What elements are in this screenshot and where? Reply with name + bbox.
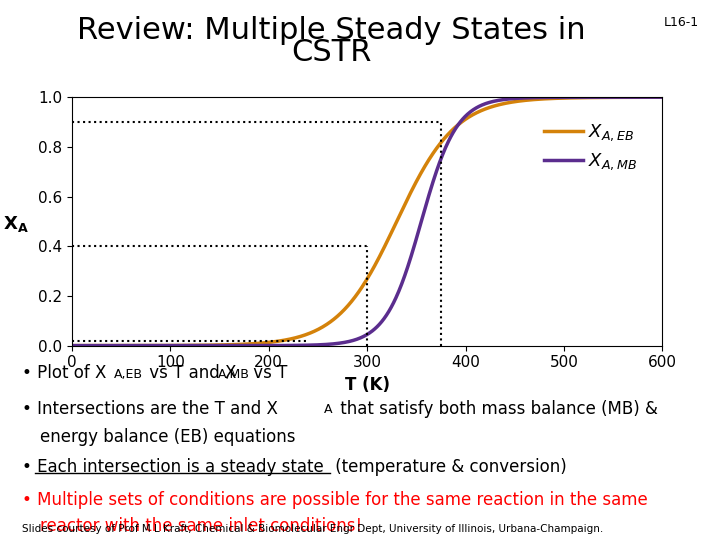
Text: A,EB: A,EB (114, 368, 143, 381)
Text: L16-1: L16-1 (663, 16, 698, 29)
Text: energy balance (EB) equations: energy balance (EB) equations (40, 428, 295, 445)
Text: $X_{A,MB}$: $X_{A,MB}$ (588, 152, 637, 172)
Text: A: A (324, 403, 333, 416)
Text: (temperature & conversion): (temperature & conversion) (330, 458, 567, 476)
Text: CSTR: CSTR (291, 38, 372, 67)
Text: $\mathbf{X_A}$: $\mathbf{X_A}$ (3, 214, 29, 234)
X-axis label: T (K): T (K) (345, 376, 390, 394)
Text: vs T and X: vs T and X (144, 364, 236, 382)
Text: reactor with the same inlet conditions!: reactor with the same inlet conditions! (40, 517, 361, 535)
Text: that satisfy both mass balance (MB) &: that satisfy both mass balance (MB) & (335, 400, 657, 417)
Text: • Each intersection is a steady state: • Each intersection is a steady state (22, 458, 323, 476)
Text: • Intersections are the T and X: • Intersections are the T and X (22, 400, 277, 417)
Text: Review: Multiple Steady States in: Review: Multiple Steady States in (77, 16, 585, 45)
Text: • Plot of X: • Plot of X (22, 364, 106, 382)
Text: Slides courtesy of Prof M L Kraft, Chemical & Biomolecular Engr Dept, University: Slides courtesy of Prof M L Kraft, Chemi… (22, 523, 603, 534)
Text: A,MB: A,MB (217, 368, 249, 381)
Text: vs T: vs T (248, 364, 288, 382)
Text: • Multiple sets of conditions are possible for the same reaction in the same: • Multiple sets of conditions are possib… (22, 491, 647, 509)
Text: $X_{A,EB}$: $X_{A,EB}$ (588, 122, 634, 143)
